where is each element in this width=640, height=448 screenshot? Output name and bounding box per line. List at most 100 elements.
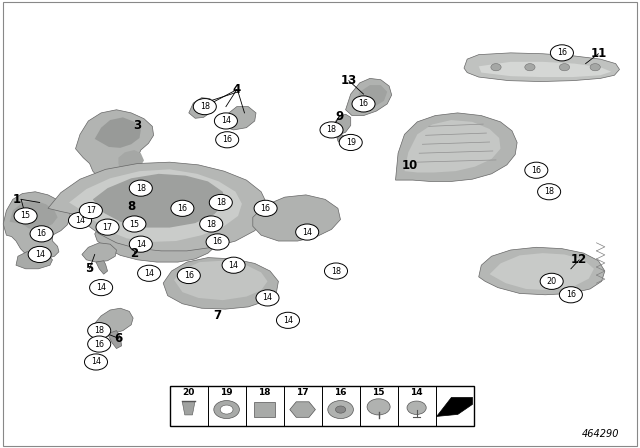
Polygon shape [82, 243, 116, 262]
Polygon shape [69, 169, 242, 242]
Text: 18: 18 [259, 388, 271, 397]
Text: 18: 18 [331, 267, 341, 276]
Polygon shape [96, 261, 108, 274]
Text: 19: 19 [346, 138, 356, 147]
Circle shape [216, 132, 239, 148]
Polygon shape [436, 397, 472, 417]
Polygon shape [76, 110, 154, 186]
Text: 14: 14 [302, 228, 312, 237]
Circle shape [209, 194, 232, 211]
Text: 17: 17 [86, 206, 96, 215]
Circle shape [296, 224, 319, 240]
Polygon shape [355, 85, 387, 108]
Polygon shape [10, 201, 58, 229]
Text: 2: 2 [131, 246, 138, 260]
Text: 14: 14 [35, 250, 45, 259]
Text: 16: 16 [177, 204, 188, 213]
Text: 12: 12 [571, 253, 588, 267]
Polygon shape [163, 258, 278, 309]
Text: 18: 18 [206, 220, 216, 228]
Circle shape [367, 399, 390, 415]
Text: 464290: 464290 [582, 429, 620, 439]
Circle shape [324, 263, 348, 279]
Text: 18: 18 [136, 184, 146, 193]
Text: 16: 16 [94, 340, 104, 349]
Bar [170, 386, 474, 426]
Circle shape [214, 401, 239, 418]
Circle shape [320, 122, 343, 138]
Polygon shape [182, 401, 195, 415]
Circle shape [96, 219, 119, 235]
Text: 10: 10 [401, 159, 418, 172]
Circle shape [79, 202, 102, 219]
Text: 8: 8 [127, 199, 135, 213]
Text: 14: 14 [96, 283, 106, 292]
Polygon shape [118, 150, 144, 183]
Circle shape [491, 64, 501, 71]
Circle shape [129, 180, 152, 196]
Text: 5: 5 [86, 262, 93, 276]
Polygon shape [479, 62, 611, 77]
Circle shape [88, 323, 111, 339]
Polygon shape [95, 308, 133, 334]
Text: 16: 16 [334, 388, 347, 397]
Circle shape [90, 280, 113, 296]
Circle shape [550, 45, 573, 61]
Polygon shape [16, 252, 52, 269]
Circle shape [559, 64, 570, 71]
Circle shape [254, 200, 277, 216]
Polygon shape [223, 107, 256, 130]
Circle shape [28, 246, 51, 263]
Circle shape [214, 113, 237, 129]
Circle shape [525, 162, 548, 178]
Polygon shape [346, 78, 392, 116]
Polygon shape [404, 120, 500, 172]
Bar [254, 402, 275, 417]
Circle shape [540, 273, 563, 289]
Text: 14: 14 [144, 269, 154, 278]
Circle shape [171, 200, 194, 216]
Circle shape [84, 354, 108, 370]
Text: 18: 18 [544, 187, 554, 196]
Circle shape [328, 401, 353, 418]
Polygon shape [3, 192, 70, 259]
Circle shape [30, 226, 53, 242]
Polygon shape [95, 213, 216, 262]
Text: 18: 18 [326, 125, 337, 134]
Circle shape [276, 312, 300, 328]
Circle shape [14, 208, 37, 224]
Circle shape [193, 99, 216, 115]
Text: 16: 16 [531, 166, 541, 175]
Polygon shape [93, 174, 225, 228]
Text: 18: 18 [216, 198, 226, 207]
Circle shape [129, 236, 152, 252]
Circle shape [88, 336, 111, 352]
Circle shape [559, 287, 582, 303]
Text: 14: 14 [283, 316, 293, 325]
Text: 7: 7 [214, 309, 221, 323]
Circle shape [123, 216, 146, 232]
Text: 13: 13 [340, 74, 357, 87]
Text: 14: 14 [228, 261, 239, 270]
Polygon shape [290, 402, 316, 418]
Circle shape [68, 212, 92, 228]
Polygon shape [112, 217, 205, 251]
Text: 14: 14 [136, 240, 146, 249]
Polygon shape [490, 253, 594, 290]
Text: 17: 17 [296, 388, 309, 397]
Text: 16: 16 [557, 48, 567, 57]
Text: 20: 20 [182, 388, 195, 397]
Circle shape [335, 406, 346, 413]
Circle shape [407, 401, 426, 414]
Polygon shape [479, 247, 605, 295]
Text: 18: 18 [200, 102, 210, 111]
Text: 17: 17 [102, 223, 113, 232]
Circle shape [138, 265, 161, 281]
Polygon shape [332, 114, 351, 135]
Text: 3: 3 [134, 119, 141, 132]
Text: 19: 19 [220, 388, 233, 397]
Text: 20: 20 [547, 277, 557, 286]
Circle shape [538, 184, 561, 200]
Text: 18: 18 [94, 326, 104, 335]
Text: 16: 16 [358, 99, 369, 108]
